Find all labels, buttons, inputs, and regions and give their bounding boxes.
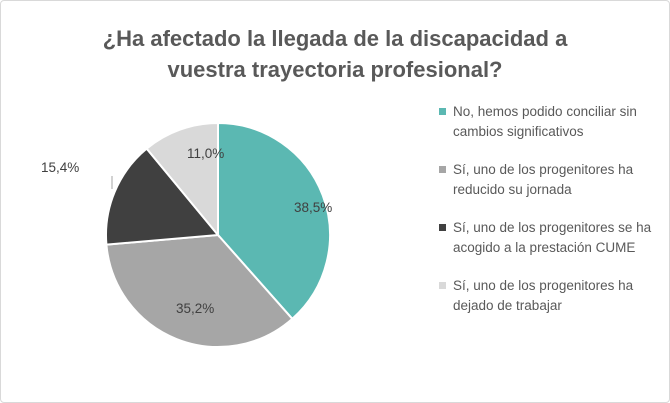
- title-line-2: vuestra trayectoria profesional?: [167, 57, 503, 82]
- pie-slice: [105, 147, 220, 246]
- chart-title: ¿Ha afectado la llegada de la discapacid…: [1, 23, 669, 85]
- legend-label: Sí, uno de los progenitores ha reducido …: [453, 162, 634, 197]
- legend-item: No, hemos podido conciliar sin cambios s…: [439, 102, 669, 142]
- legend-swatch: [439, 282, 446, 289]
- data-label: 38,5%: [294, 200, 332, 215]
- legend-label: Sí, uno de los progenitores se ha acogid…: [453, 220, 652, 255]
- data-label: 11,0%: [187, 146, 224, 161]
- legend-item: Sí, uno de los progenitores ha dejado de…: [439, 276, 669, 316]
- legend-item: Sí, uno de los progenitores ha reducido …: [439, 160, 669, 200]
- pie-slice: [145, 121, 219, 238]
- legend-label: No, hemos podido conciliar sin cambios s…: [453, 104, 637, 139]
- legend-swatch: [439, 224, 446, 231]
- title-line-1: ¿Ha afectado la llegada de la discapacid…: [102, 26, 568, 51]
- legend: No, hemos podido conciliar sin cambios s…: [439, 102, 669, 334]
- legend-label: Sí, uno de los progenitores ha dejado de…: [453, 278, 634, 313]
- legend-swatch: [439, 166, 446, 173]
- pie-slice: [105, 233, 294, 348]
- pie-slice: [217, 121, 331, 321]
- legend-swatch: [439, 108, 446, 115]
- data-label: 15,4%: [41, 160, 79, 175]
- data-label: 35,2%: [176, 301, 214, 316]
- legend-item: Sí, uno de los progenitores se ha acogid…: [439, 218, 669, 258]
